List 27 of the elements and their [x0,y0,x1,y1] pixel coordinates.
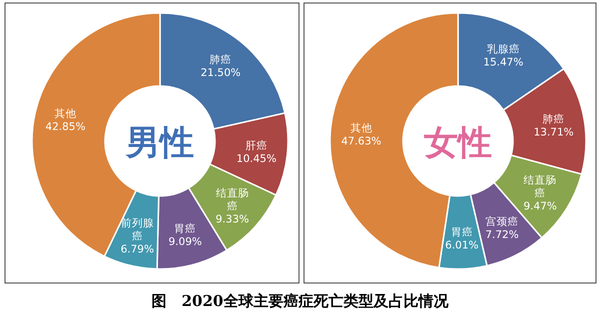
slice-label: 肺癌 [542,112,565,126]
data-label: 6.79% [120,243,154,256]
slice-label: 乳腺癌 [486,42,520,56]
text: 女性 [423,123,492,163]
caption: 图 2020全球主要癌症死亡类型及占比情况 [152,292,450,310]
data-label: 21.50% [200,66,241,79]
slice-label: 胃癌 [174,222,196,236]
data-label: 7.72% [485,228,519,241]
slice-label: 肝癌 [245,138,268,152]
data-label: 47.63% [341,135,382,148]
slice-label: 前列腺癌 [120,217,154,242]
slice-label: 其他 [350,121,372,134]
data-label: 9.47% [524,200,557,213]
slice-label: 结直肠癌 [524,174,557,200]
slice-label: 肺癌 [210,52,232,66]
data-label: 6.01% [445,239,479,252]
data-label: 9.09% [168,236,202,248]
slice-label: 结直肠癌 [216,186,249,213]
data-label: 15.47% [483,56,524,69]
text: 男性 [125,123,194,163]
slice-label: 宫颈癌 [486,214,519,228]
data-label: 13.71% [534,126,574,138]
data-label: 42.85% [45,120,86,133]
slice-label: 胃癌 [450,225,473,238]
data-label: 9.33% [216,214,250,226]
slice-label: 其他 [54,106,76,120]
data-label: 10.45% [236,152,276,165]
